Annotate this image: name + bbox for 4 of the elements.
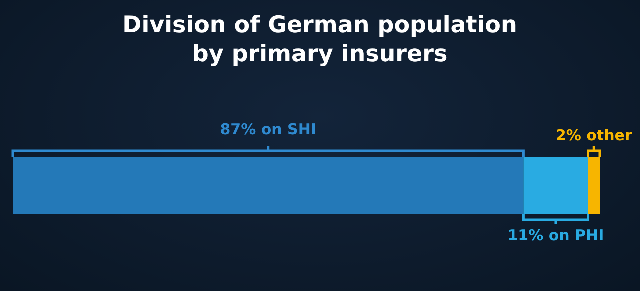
chart-title: Division of German population by primary insurers [122,12,518,68]
data-label: 87% on SHI [220,120,316,138]
data-label: 2% other [556,126,633,144]
data-label: 11% on PHI [508,226,604,244]
